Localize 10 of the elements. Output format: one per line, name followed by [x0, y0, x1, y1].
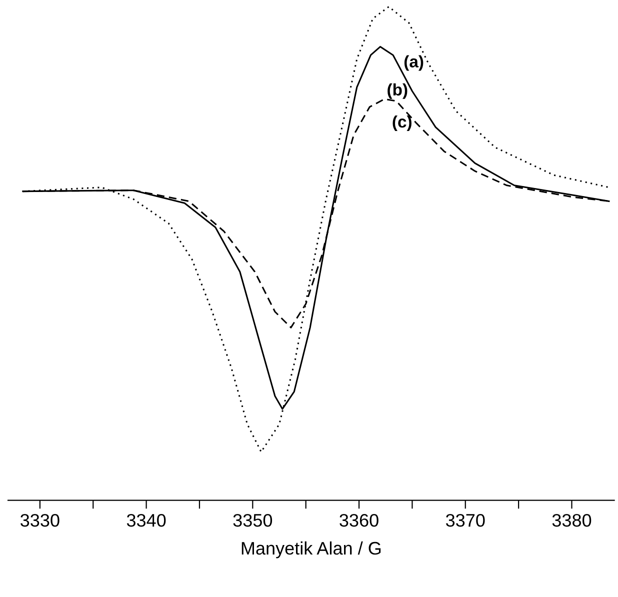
- x-tick-label: 3340: [126, 514, 166, 527]
- annotation: (b): [388, 83, 408, 99]
- x-tick-label: 3370: [446, 514, 485, 527]
- x-tick-label: 3360: [340, 514, 378, 527]
- x-tick-label: 3330: [20, 514, 60, 527]
- x-tick-label: 3350: [233, 514, 272, 527]
- x-axis-title: Manyetik Alan / G: [242, 541, 381, 558]
- x-tick-label: 3380: [552, 514, 592, 527]
- annotation: (a): [404, 55, 424, 71]
- annotation: (c): [392, 115, 412, 131]
